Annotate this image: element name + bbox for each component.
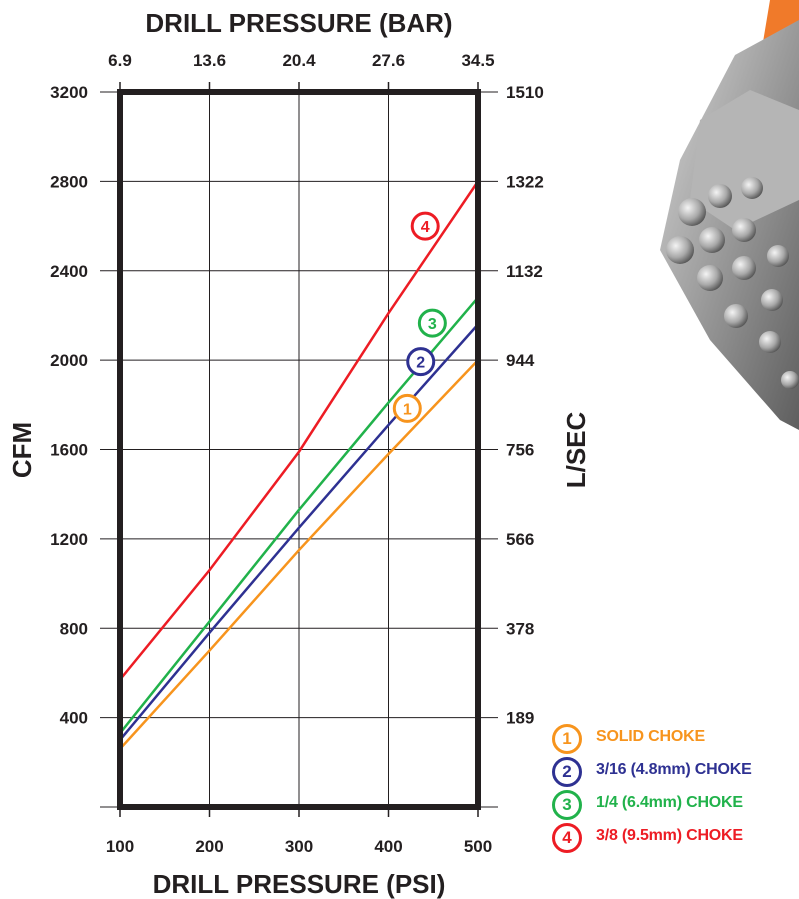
y2-axis-label: L/SEC xyxy=(561,412,591,489)
y2-tick-label: 1132 xyxy=(506,262,543,281)
legend-label: 1/4 (6.4mm) CHOKE xyxy=(596,794,743,811)
series-markers: 1 2 3 4 xyxy=(392,211,447,423)
series-marker-circle xyxy=(410,211,440,241)
legend-label: SOLID CHOKE xyxy=(596,728,705,745)
legend-marker: 3 xyxy=(552,790,582,820)
y2-tick-label: 566 xyxy=(506,530,534,549)
series-marker-number: 1 xyxy=(403,401,412,418)
series-marker-2: 2 xyxy=(406,347,436,377)
y2-tick-label: 1510 xyxy=(506,83,544,102)
y-tick-label: 3200 xyxy=(50,83,88,102)
y-tick-label: 400 xyxy=(60,709,88,728)
series-marker-circle xyxy=(417,308,447,338)
series-line-2 xyxy=(119,323,479,741)
series-line-4 xyxy=(119,180,480,681)
x-tick-label: 500 xyxy=(464,837,492,856)
y2-tick-label: 378 xyxy=(506,619,534,638)
x2-tick-label: 6.9 xyxy=(108,51,132,70)
series-marker-1: 1 xyxy=(392,393,422,423)
y2-tick-label: 1322 xyxy=(506,172,544,191)
y-tick-label: 800 xyxy=(60,619,88,638)
series-line-1 xyxy=(119,359,479,750)
series-marker-number: 3 xyxy=(428,316,437,333)
drill-bit-image xyxy=(640,0,799,450)
y-tick-label: 2800 xyxy=(50,172,88,191)
y-tick-label: 2000 xyxy=(50,351,88,370)
series-marker-circle xyxy=(392,393,422,423)
x-tick-label: 300 xyxy=(285,837,313,856)
x-tick-label: 400 xyxy=(374,837,402,856)
y2-tick-label: 756 xyxy=(506,441,534,460)
x-axis-label: DRILL PRESSURE (PSI) xyxy=(153,869,446,899)
y-tick-label: 1600 xyxy=(50,441,88,460)
series-marker-circle xyxy=(406,347,436,377)
y-axis-label: CFM xyxy=(7,422,37,478)
legend-marker: 1 xyxy=(552,724,582,754)
legend-marker: 4 xyxy=(552,823,582,853)
y-tick-label: 2400 xyxy=(50,262,88,281)
legend-label: 3/16 (4.8mm) CHOKE xyxy=(596,761,752,778)
y-tick-label: 1200 xyxy=(50,530,88,549)
x2-tick-label: 13.6 xyxy=(193,51,226,70)
x-tick-label: 200 xyxy=(195,837,223,856)
ticks: 100 6.9 200 13.6 300 20.4 400 27.6 500 34.5 400 189… xyxy=(50,51,544,856)
series-marker-number: 2 xyxy=(416,355,425,372)
series-marker-number: 4 xyxy=(421,219,430,236)
y2-tick-label: 189 xyxy=(506,709,534,728)
x-tick-label: 100 xyxy=(106,837,134,856)
series-marker-3: 3 xyxy=(417,308,447,338)
chart-title: DRILL PRESSURE (BAR) xyxy=(145,8,452,38)
legend-label: 3/8 (9.5mm) CHOKE xyxy=(596,827,743,844)
y2-tick-label: 944 xyxy=(506,351,535,370)
legend-marker: 2 xyxy=(552,757,582,787)
x2-tick-label: 20.4 xyxy=(282,51,316,70)
x2-tick-label: 27.6 xyxy=(372,51,405,70)
x2-tick-label: 34.5 xyxy=(461,51,494,70)
series-marker-4: 4 xyxy=(410,211,440,241)
